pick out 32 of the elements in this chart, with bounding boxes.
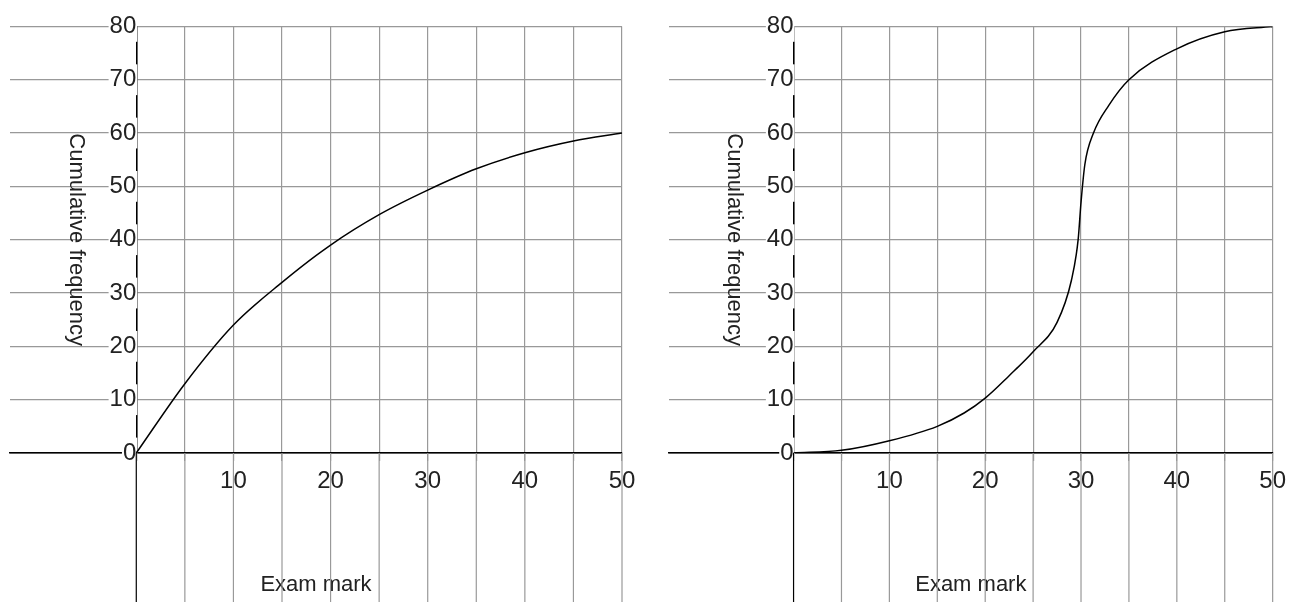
y-tick-label: 60: [109, 117, 137, 145]
y-tick-label: 40: [766, 224, 794, 252]
y-tick-label: 70: [766, 64, 794, 92]
y-tick-label: 30: [766, 277, 794, 305]
x-tick-label: 20: [317, 466, 344, 494]
y-tick-label: 70: [109, 64, 137, 92]
y-axis-title: Cumulative frequency: [722, 133, 748, 347]
x-tick-label: 50: [608, 466, 636, 494]
x-tick-label: 50: [1259, 466, 1286, 494]
x-tick-label: 10: [220, 466, 247, 494]
y-tick-label: 50: [766, 171, 794, 198]
x-tick-label: 30: [1067, 466, 1095, 494]
x-tick-label: 20: [971, 466, 999, 494]
y-tick-label: 0: [122, 437, 137, 465]
y-axis-title: Cumulative frequency: [65, 133, 91, 347]
y-tick-label: 10: [109, 384, 137, 412]
y-tick-label: 10: [766, 384, 794, 412]
x-tick-label: 40: [511, 466, 539, 494]
x-tick-label: 30: [414, 466, 442, 494]
x-axis-title: Exam mark: [915, 570, 1028, 596]
y-tick-label: 20: [766, 330, 794, 358]
y-tick-label: 20: [109, 330, 137, 358]
y-tick-label: 80: [766, 11, 794, 39]
y-tick-label: 30: [109, 277, 137, 305]
x-tick-label: 40: [1163, 466, 1191, 494]
y-tick-label: 60: [766, 117, 794, 145]
y-tick-label: 50: [109, 171, 137, 198]
x-axis-title: Exam mark: [260, 570, 373, 596]
y-tick-label: 80: [109, 11, 137, 39]
y-tick-label: 0: [780, 437, 794, 465]
x-tick-label: 10: [876, 466, 903, 494]
y-tick-label: 40: [109, 224, 137, 252]
